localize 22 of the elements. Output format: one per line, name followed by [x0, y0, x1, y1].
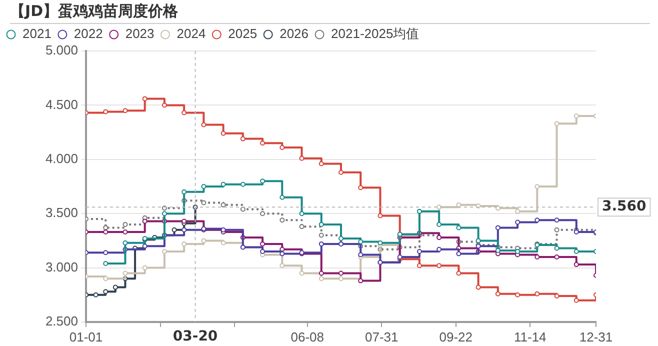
- y-tick-label: 4.000: [45, 150, 78, 166]
- x-tick-label: 12-31: [579, 329, 613, 344]
- y-tick-label: 5.000: [45, 42, 78, 58]
- legend-label: 2021: [22, 26, 52, 42]
- x-tick-label: 07-31: [365, 329, 398, 344]
- x-tick-label: 06-08: [290, 329, 324, 344]
- legend-label: 2021-2025均值: [331, 26, 420, 42]
- legend-label: 2024: [176, 26, 206, 42]
- ref-line-label: 3.560: [602, 198, 647, 215]
- y-tick-label: 3.000: [45, 259, 78, 274]
- y-tick-label: 4.500: [45, 96, 78, 112]
- y-tick-label: 3.500: [45, 205, 78, 220]
- x-tick-label: 01-01: [69, 329, 103, 344]
- y-tick-label: 2.500: [45, 314, 78, 329]
- ref-line-label: 03-20: [172, 328, 218, 345]
- x-tick-label: 09-22: [439, 329, 473, 344]
- legend-label: 2022: [74, 26, 103, 42]
- legend-label: 2023: [125, 26, 154, 42]
- x-tick-label: 11-14: [514, 329, 546, 344]
- legend-label: 2026: [280, 26, 309, 42]
- legend-label: 2025: [228, 26, 258, 42]
- chart-title: 【JD】蛋鸡鸡苗周度价格: [10, 2, 650, 24]
